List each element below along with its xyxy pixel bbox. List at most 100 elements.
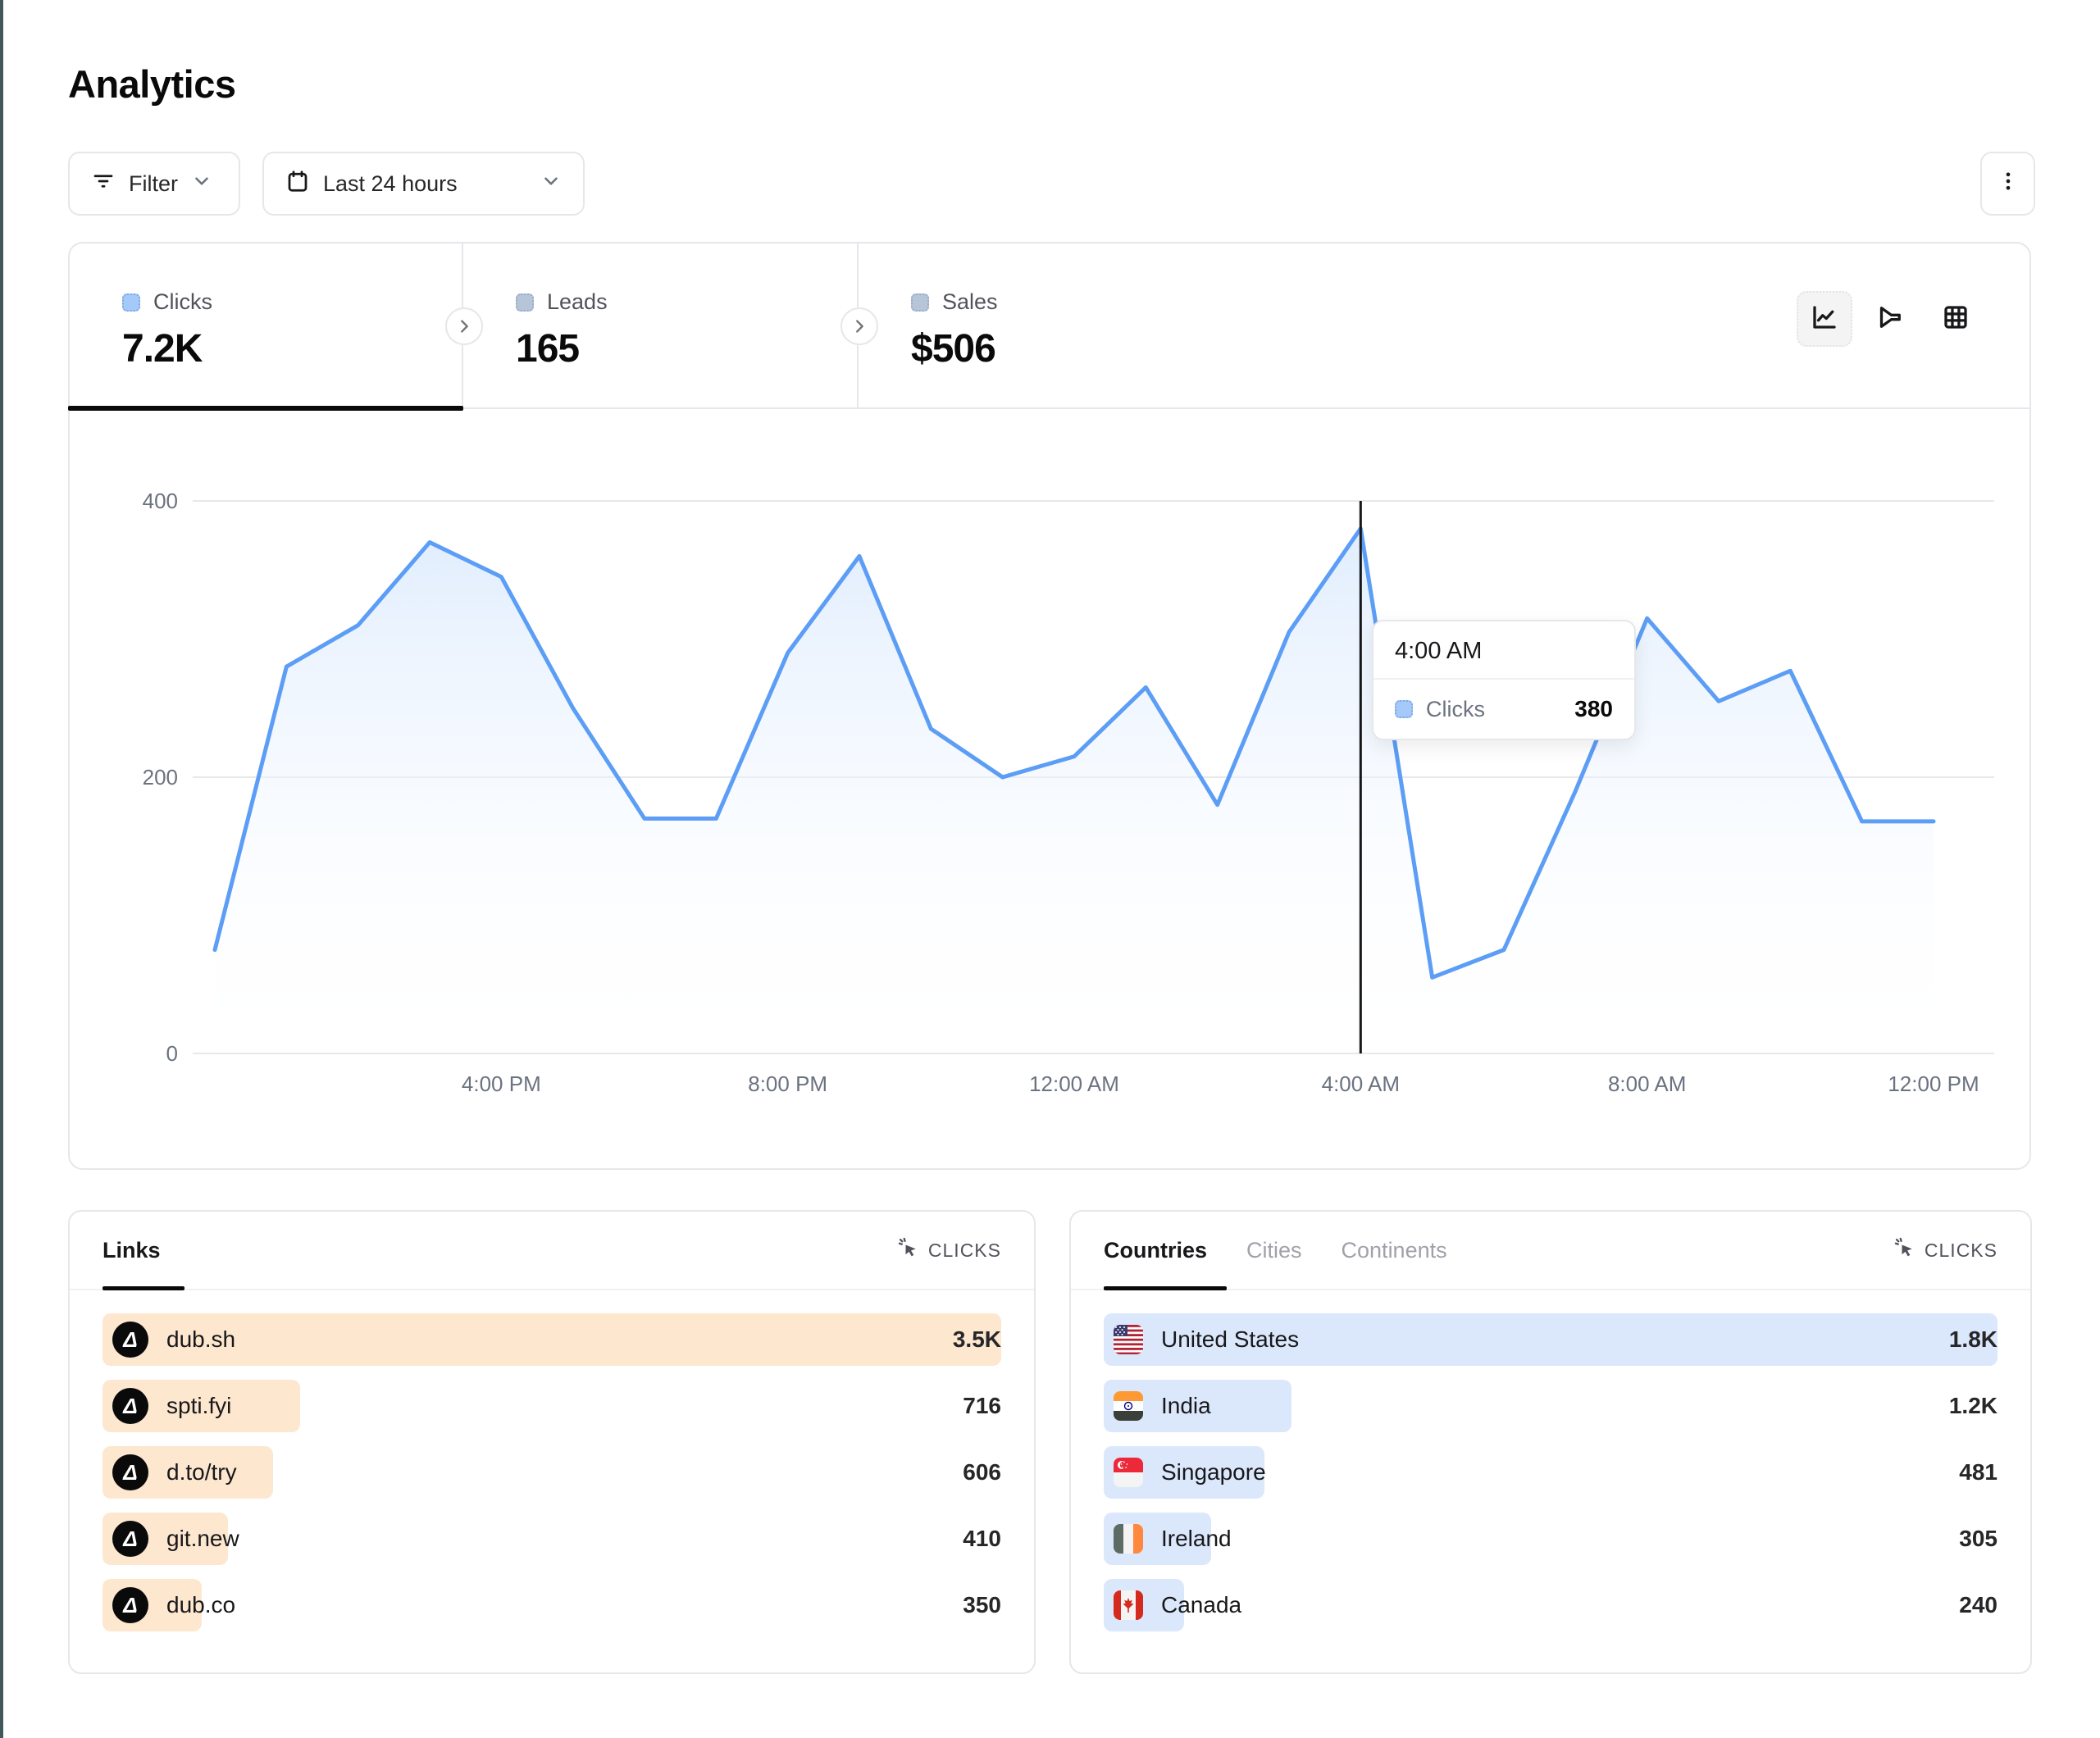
kebab-icon: [1997, 170, 2020, 198]
line-chart-view-button[interactable]: [1797, 291, 1852, 347]
link-clicks-value: 350: [963, 1592, 1001, 1617]
link-clicks-value: 716: [963, 1393, 1001, 1418]
active-tab-underline: [68, 406, 463, 411]
clicks-legend-swatch: [122, 293, 140, 312]
svg-text:8:00 PM: 8:00 PM: [748, 1071, 827, 1096]
clicks-time-series-chart[interactable]: 0 200 400 4:00 PM 8:00 PM 12:00 AM 4:00 AM 8:00…: [70, 409, 2029, 1170]
grid-view-button[interactable]: [1928, 291, 1984, 347]
clicks-tab-label: Clicks: [153, 289, 212, 314]
tab-links[interactable]: Links: [102, 1237, 161, 1263]
link-clicks-value: 410: [963, 1526, 1001, 1551]
sales-legend-swatch: [911, 293, 929, 312]
countries-rows: United States 1.8K India 1.2K: [1071, 1290, 2030, 1631]
canada-flag-icon: [1114, 1590, 1143, 1620]
chart-view-switcher: [1797, 291, 1984, 347]
dub-logo-icon: Δ: [112, 1587, 148, 1623]
country-row-singapore[interactable]: Singapore 481: [1104, 1446, 1998, 1499]
area-chart-canvas: 0 200 400 4:00 PM 8:00 PM 12:00 AM 4:00 AM 8:00…: [143, 489, 1994, 1096]
link-label: d.to/try: [166, 1459, 237, 1485]
country-label: Ireland: [1161, 1526, 1232, 1551]
us-flag-icon: [1114, 1325, 1143, 1354]
sales-value: $506: [911, 327, 996, 371]
svg-text:12:00 AM: 12:00 AM: [1029, 1071, 1119, 1096]
tab-cities[interactable]: Cities: [1246, 1237, 1302, 1263]
link-label: spti.fyi: [166, 1393, 232, 1418]
svg-text:0: 0: [166, 1041, 178, 1066]
cursor-click-icon: [1893, 1236, 1916, 1264]
expand-leads-chevron[interactable]: [840, 307, 878, 345]
india-flag-icon: [1114, 1391, 1143, 1421]
country-row-india[interactable]: India 1.2K: [1104, 1380, 1998, 1432]
link-clicks-value: 606: [963, 1459, 1001, 1485]
cursor-click-icon: [897, 1236, 920, 1264]
countries-metric-selector[interactable]: CLICKS: [1893, 1236, 1998, 1264]
tab-leads[interactable]: Leads 165: [463, 243, 859, 407]
link-bar: [102, 1313, 1001, 1366]
analytics-card: Clicks 7.2K Leads 165 Sales $506: [68, 242, 2031, 1170]
line-chart-icon: [1810, 303, 1839, 336]
links-metric-selector[interactable]: CLICKS: [897, 1236, 1001, 1264]
tooltip-series-name: Clicks: [1426, 696, 1485, 721]
clicks-value: 7.2K: [122, 327, 203, 371]
tab-clicks[interactable]: Clicks 7.2K: [68, 243, 463, 411]
country-row-canada[interactable]: Canada 240: [1104, 1579, 1998, 1631]
chevron-down-icon: [540, 171, 562, 198]
countries-panel: Countries Cities Continents CLICKS: [1069, 1210, 2032, 1674]
dub-logo-icon: Δ: [112, 1388, 148, 1424]
tooltip-legend-swatch: [1395, 700, 1413, 718]
leads-tab-label: Leads: [547, 289, 608, 314]
leads-value: 165: [516, 327, 580, 371]
link-label: dub.sh: [166, 1326, 236, 1352]
svg-text:200: 200: [143, 765, 178, 789]
more-options-button[interactable]: [1980, 152, 2035, 216]
leads-legend-swatch: [516, 293, 534, 312]
filter-icon: [91, 169, 116, 199]
tab-continents[interactable]: Continents: [1341, 1237, 1447, 1263]
stat-tabs-row: Clicks 7.2K Leads 165 Sales $506: [68, 243, 2029, 411]
calendar-icon: [285, 169, 310, 199]
date-range-label: Last 24 hours: [323, 171, 458, 196]
grid-icon: [1941, 303, 1970, 336]
country-row-ireland[interactable]: Ireland 305: [1104, 1513, 1998, 1565]
svg-text:4:00 PM: 4:00 PM: [462, 1071, 541, 1096]
funnel-view-button[interactable]: [1862, 291, 1918, 347]
tooltip-value: 380: [1574, 696, 1613, 721]
tooltip-time: 4:00 AM: [1373, 621, 1634, 680]
expand-clicks-chevron[interactable]: [445, 307, 483, 345]
funnel-icon: [1875, 303, 1905, 336]
sales-tab-label: Sales: [942, 289, 998, 314]
dub-logo-icon: Δ: [112, 1322, 148, 1358]
links-metric-label: CLICKS: [927, 1239, 1001, 1261]
chevron-down-icon: [191, 171, 212, 198]
svg-text:400: 400: [143, 489, 178, 513]
singapore-flag-icon: [1114, 1458, 1143, 1487]
filter-button[interactable]: Filter: [68, 152, 240, 216]
page-title: Analytics: [68, 62, 236, 106]
tab-countries[interactable]: Countries: [1104, 1237, 1208, 1263]
date-range-button[interactable]: Last 24 hours: [262, 152, 585, 216]
country-label: Singapore: [1161, 1459, 1266, 1485]
filter-button-label: Filter: [129, 171, 178, 196]
country-clicks-value: 1.8K: [1948, 1326, 1998, 1352]
svg-text:8:00 AM: 8:00 AM: [1608, 1071, 1686, 1096]
country-bar: [1104, 1313, 1998, 1366]
ireland-flag-icon: [1114, 1524, 1143, 1554]
link-clicks-value: 3.5K: [952, 1326, 1001, 1352]
country-clicks-value: 481: [1959, 1459, 1998, 1485]
country-label: United States: [1161, 1326, 1300, 1352]
link-label: dub.co: [166, 1592, 236, 1617]
tab-sales[interactable]: Sales $506: [859, 243, 2029, 407]
country-label: Canada: [1161, 1592, 1242, 1617]
country-clicks-value: 1.2K: [1948, 1393, 1998, 1418]
dub-logo-icon: Δ: [112, 1454, 148, 1490]
country-label: India: [1161, 1393, 1211, 1418]
countries-tab-underline: [1104, 1286, 1227, 1290]
country-row-united-states[interactable]: United States 1.8K: [1104, 1313, 1998, 1366]
